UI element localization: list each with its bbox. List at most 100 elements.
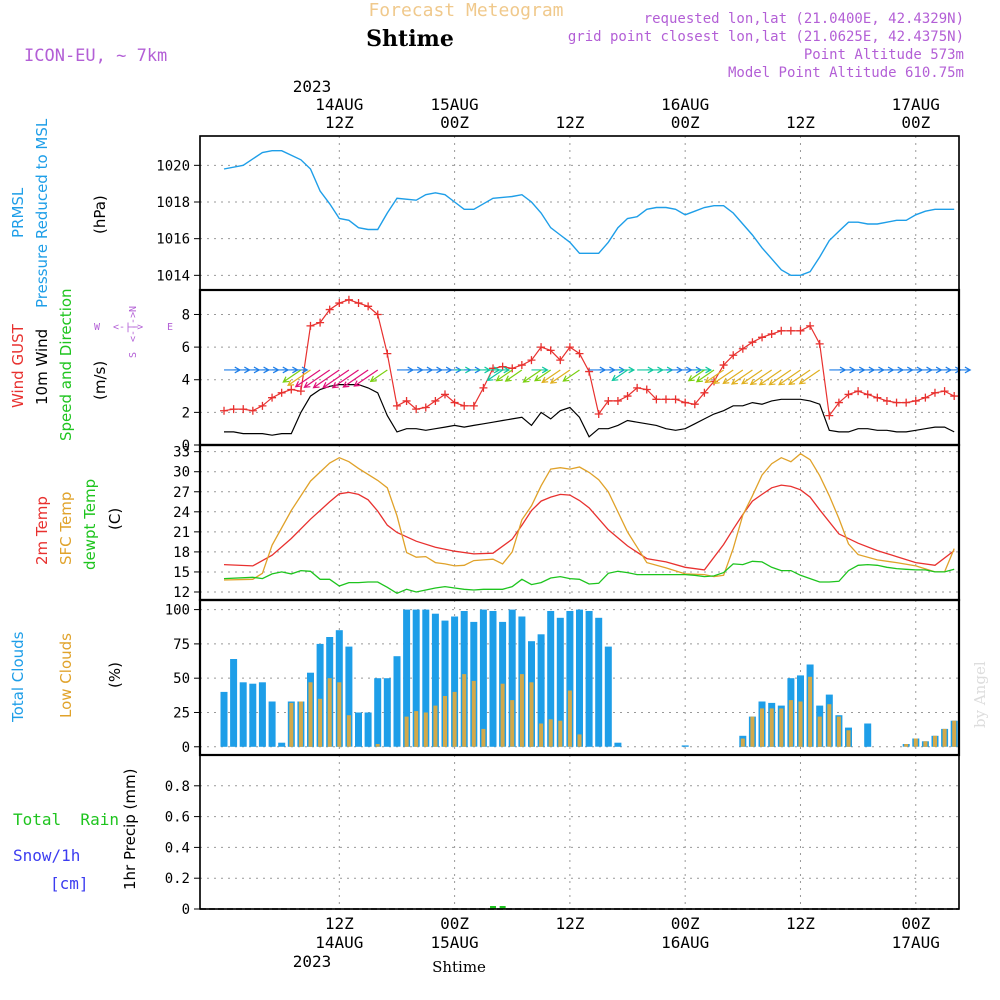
y-tick-label: 1020 <box>156 158 190 174</box>
wind-direction-arrow <box>749 369 772 386</box>
gust-marker <box>834 398 843 407</box>
wind-direction-arrow <box>495 369 513 382</box>
gust-marker <box>383 349 392 358</box>
gust-marker <box>440 390 449 399</box>
gust-marker <box>373 310 382 319</box>
total-cloud-bar <box>422 609 430 747</box>
bottom-day-label: 15AUG <box>431 933 479 952</box>
watermark: by Angel <box>971 661 989 728</box>
low-cloud-bar <box>817 716 822 747</box>
gust-marker <box>594 410 603 418</box>
low-cloud-bar <box>827 704 832 747</box>
gust-marker <box>796 326 805 335</box>
total-cloud-bar <box>364 712 372 747</box>
wind-direction-arrow <box>531 366 549 374</box>
y-tick-label: 1014 <box>156 268 190 284</box>
low-cloud-bar <box>846 730 851 747</box>
cloud-labels: Total Clouds Low Clouds (%) <box>9 631 124 723</box>
low-cloud-bar <box>452 691 457 747</box>
y-tick-label: 27 <box>173 485 190 501</box>
wind-direction-arrow <box>617 366 636 374</box>
low-cloud-bar <box>539 723 544 747</box>
gust-marker <box>681 398 690 407</box>
wind-unit: (m/s) <box>91 361 109 400</box>
gust-marker <box>517 361 526 370</box>
top-hour-label: 00Z <box>671 113 700 132</box>
total-cloud-bar <box>278 742 286 747</box>
total-cloud-bar <box>489 611 497 747</box>
low-cloud-bar <box>289 702 294 747</box>
bottom-hour-label: 12Z <box>555 914 584 933</box>
prmsl-label: PRMSL <box>9 187 27 238</box>
y-tick-label: 100 <box>165 603 190 619</box>
wind-direction-arrow <box>353 369 379 387</box>
wind-direction-arrow <box>504 369 523 382</box>
total-cloud-bar <box>479 609 487 747</box>
total-cloud-bar <box>614 742 622 747</box>
low-cloud-bar <box>337 682 342 747</box>
gust-marker <box>892 398 901 407</box>
station-title: Shtime <box>366 26 454 52</box>
low-cloud-bar <box>462 674 467 747</box>
wind-direction-arrow <box>549 369 571 384</box>
total-cloud-bar <box>393 656 401 747</box>
low-cloud-bar <box>558 720 563 747</box>
y-tick-label: 25 <box>173 705 190 721</box>
gust-marker <box>268 393 277 402</box>
gust-marker <box>633 383 642 392</box>
gust-marker <box>575 349 584 358</box>
total-cloud-bar <box>412 609 420 747</box>
gust-marker <box>738 344 747 353</box>
wind-speed-line <box>224 384 955 438</box>
top-day-label: 14AUG <box>315 95 363 114</box>
bottom-day-label: 17AUG <box>892 933 940 952</box>
gust-marker <box>248 406 257 415</box>
wind-direction-arrow <box>331 369 359 389</box>
gust-marker <box>806 321 815 330</box>
total-cloud-bar <box>595 617 603 747</box>
low-cloud-bar <box>923 741 928 747</box>
gust-marker <box>220 406 229 415</box>
wind-direction-arrow <box>562 369 580 382</box>
model-label: ICON-EU, ~ 7km <box>24 46 167 66</box>
low-cloud-bar <box>750 716 755 747</box>
requested-coords: requested lon,lat (21.0400E, 42.4329N) <box>644 11 964 27</box>
prmsl-labels: PRMSL Pressure Reduced to MSL (hPa) <box>9 118 109 308</box>
top-day-label: 15AUG <box>431 95 479 114</box>
wind-direction-arrow <box>294 369 321 388</box>
panel-frame <box>199 754 960 910</box>
gust-marker <box>412 405 421 414</box>
panel-frame <box>199 135 960 291</box>
low-cloud-bar <box>904 744 909 747</box>
low-cloud-bar <box>913 738 918 747</box>
low-cloud-bar <box>471 680 476 747</box>
gust-marker <box>642 385 651 394</box>
y-tick-label: 0 <box>182 740 190 756</box>
wind-direction-arrow <box>282 369 302 383</box>
point-altitude: Point Altitude 573m <box>804 47 964 63</box>
gust-marker <box>508 364 517 373</box>
panel-1: 1014 1016 1018 1020 <box>156 136 959 290</box>
wind-direction-arrow <box>788 369 811 386</box>
low-cloud-bar <box>375 744 380 747</box>
gust-marker <box>911 396 920 405</box>
wind-direction-arrow <box>303 369 331 389</box>
subtitle: Forecast Meteogram <box>368 0 563 21</box>
y-tick-label: 6 <box>182 340 190 356</box>
wind-gust-label: Wind GUST <box>9 323 27 408</box>
wind-10m-label: 10m Wind <box>33 329 51 405</box>
low-cloud-bar <box>933 735 937 747</box>
temp-labels: 2m Temp SFC Temp dewpt Temp (C) <box>33 479 124 570</box>
gust-marker <box>585 367 594 376</box>
gust-marker <box>296 387 305 396</box>
low-cloud-bar <box>942 728 947 747</box>
y-tick-label: 0.4 <box>165 840 190 856</box>
total-cloud-bar <box>355 712 362 747</box>
wind-direction-arrow <box>342 369 369 388</box>
low-cloud-bar <box>308 682 313 747</box>
panel-frame <box>198 288 961 447</box>
low-cloud-bar <box>952 720 957 747</box>
panels: 1014101610181020024681215182124273033025… <box>156 135 972 918</box>
wind-direction-arrow <box>287 369 311 387</box>
